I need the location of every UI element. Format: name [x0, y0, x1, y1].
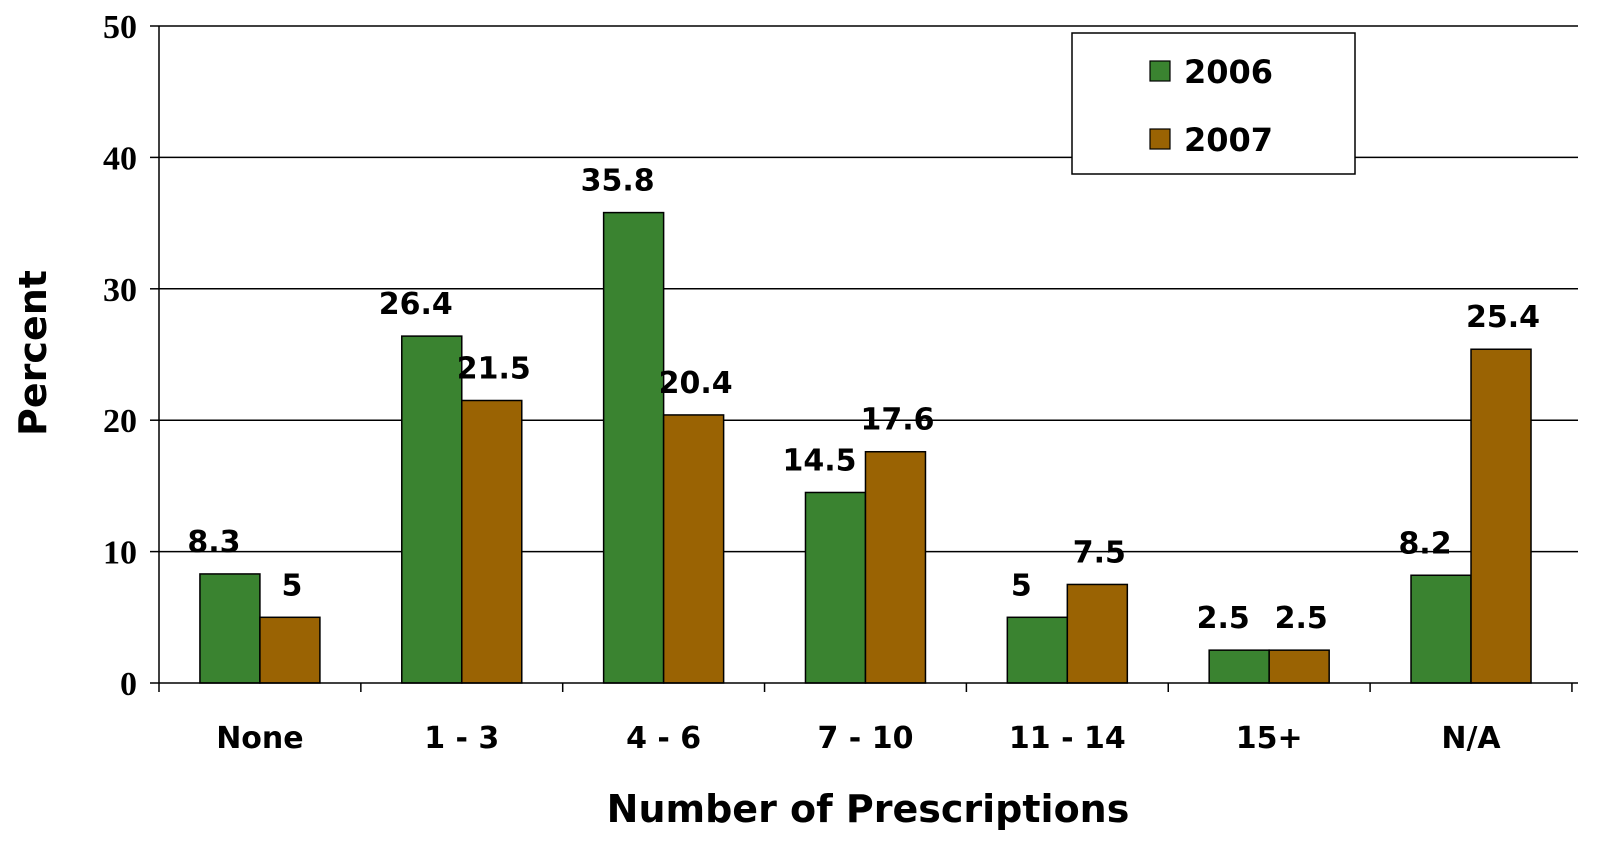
data-label-2006-4: 5: [1011, 568, 1032, 603]
y-tick-label-1: 10: [103, 535, 137, 572]
bar-2007-0: [259, 616, 321, 684]
data-label-2007-1: 21.5: [457, 351, 531, 386]
x-tick-label-4: 11 - 14: [1009, 721, 1126, 756]
bar-2007-6: [1470, 348, 1532, 684]
axes: [150, 25, 1578, 692]
bar-2006-0: [199, 573, 261, 684]
bar-2006-6: [1410, 574, 1472, 684]
y-tick-labels: 0 10 20 30 40 50: [103, 9, 137, 703]
legend-label-2007: 2007: [1184, 121, 1273, 159]
x-tick-label-5: 15+: [1236, 721, 1303, 756]
x-tick-label-0: None: [216, 721, 303, 756]
data-label-2006-5: 2.5: [1197, 601, 1250, 636]
x-tick-label-6: N/A: [1441, 721, 1501, 756]
bars: [199, 211, 1532, 684]
y-tick-label-3: 30: [103, 272, 137, 309]
bar-2006-5: [1208, 649, 1270, 684]
data-label-2006-1: 26.4: [379, 287, 453, 322]
bar-2007-1: [461, 399, 523, 684]
bar-2007-2: [662, 414, 725, 684]
legend: 2006 2007: [1071, 32, 1356, 175]
data-label-2007-2: 20.4: [659, 366, 733, 401]
bar-2007-3: [864, 450, 927, 684]
data-label-2007-6: 25.4: [1466, 300, 1540, 335]
data-label-2006-6: 8.2: [1398, 526, 1451, 561]
bar-2006-2: [602, 211, 665, 684]
data-label-2007-5: 2.5: [1275, 601, 1328, 636]
y-tick-label-4: 40: [103, 140, 137, 177]
legend-label-2006: 2006: [1184, 53, 1273, 91]
x-axis-title: Number of Prescriptions: [607, 787, 1130, 831]
data-label-2006-0: 8.3: [187, 525, 240, 560]
data-label-2007-3: 17.6: [860, 403, 934, 438]
y-tick-label-2: 20: [103, 403, 137, 440]
bar-2006-1: [401, 335, 463, 684]
y-tick-label-5: 50: [103, 9, 137, 46]
bar-2007-5: [1268, 649, 1330, 684]
x-tick-label-1: 1 - 3: [424, 721, 499, 756]
y-tick-label-0: 0: [120, 666, 137, 703]
x-tick-label-2: 4 - 6: [626, 721, 701, 756]
legend-swatch-2006: [1149, 60, 1171, 82]
data-label-2006-3: 14.5: [782, 443, 856, 478]
data-label-2007-4: 7.5: [1073, 535, 1126, 570]
data-label-2007-0: 5: [281, 568, 302, 603]
bar-2006-3: [804, 491, 867, 684]
y-axis-title: Percent: [11, 270, 55, 436]
x-tick-labels: None 1 - 3 4 - 6 7 - 10 11 - 14 15+ N/A: [216, 721, 1501, 756]
bar-2006-4: [1006, 616, 1069, 684]
bar-2007-4: [1066, 583, 1129, 684]
legend-box: [1071, 32, 1356, 175]
data-labels: 8.3 26.4 35.8 14.5 5 2.5 8.2 5 21.5 20.4 17.6 7.5 2.…: [187, 164, 1540, 637]
x-tick-label-3: 7 - 10: [817, 721, 913, 756]
data-label-2006-2: 35.8: [581, 164, 655, 199]
legend-swatch-2007: [1149, 128, 1171, 150]
